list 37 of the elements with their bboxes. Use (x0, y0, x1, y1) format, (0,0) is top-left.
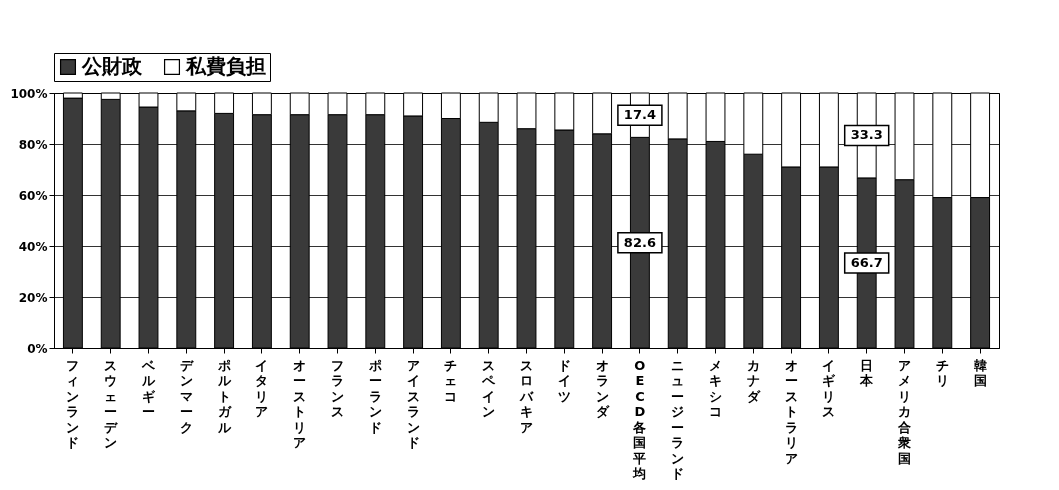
x-tick-label: フィンランド (66, 357, 80, 450)
y-tick-label: 60% (18, 188, 48, 203)
x-tick-label: カナダ (746, 357, 761, 404)
data-label: 17.4 (623, 107, 656, 123)
x-tick-label: ポルトガル (216, 357, 232, 435)
x-tick-label: イギリス (822, 357, 837, 419)
y-tick-label: 100% (10, 86, 48, 101)
data-label: 82.6 (623, 234, 656, 250)
x-tick-label: OECD各国平均 (632, 357, 647, 481)
y-tick-label: 0% (27, 341, 48, 356)
x-tick-label: ベルギー (141, 357, 156, 419)
data-label: 66.7 (850, 254, 883, 270)
x-tick-label: イタリア (255, 357, 269, 419)
y-tick-label: 40% (18, 239, 48, 254)
x-tick-label: スペイン (481, 357, 497, 419)
legend-label: 公財政 (81, 54, 143, 78)
y-tick-label: 20% (18, 290, 48, 305)
data-label: 33.3 (850, 127, 883, 143)
legend-label: 私費負担 (185, 54, 266, 78)
x-tick-label: スウェーデン (104, 357, 119, 450)
x-tick-label: デンマーク (179, 357, 194, 435)
x-tick-label: オーストラリア (784, 357, 798, 466)
x-tick-label: チェコ (444, 357, 458, 404)
x-tick-label: オーストリア (293, 357, 307, 450)
x-tick-label: スロバキア (519, 357, 534, 435)
x-tick-label: ポーランド (367, 357, 382, 435)
x-tick-label: ドイツ (557, 357, 571, 404)
x-tick-label: メキシコ (709, 357, 722, 419)
x-tick-label: チリ (935, 357, 949, 388)
x-tick-label: 韓国 (973, 357, 987, 388)
x-tick-label: フランス (331, 357, 344, 419)
x-tick-label: 日本 (859, 357, 875, 388)
x-tick-label: オランダ (595, 357, 610, 419)
x-tick-label: アイスランド (406, 357, 420, 450)
y-tick-label: 80% (18, 137, 48, 152)
x-tick-label: ニュージーランド (671, 357, 685, 481)
x-tick-label: アメリカ合衆国 (897, 357, 911, 466)
